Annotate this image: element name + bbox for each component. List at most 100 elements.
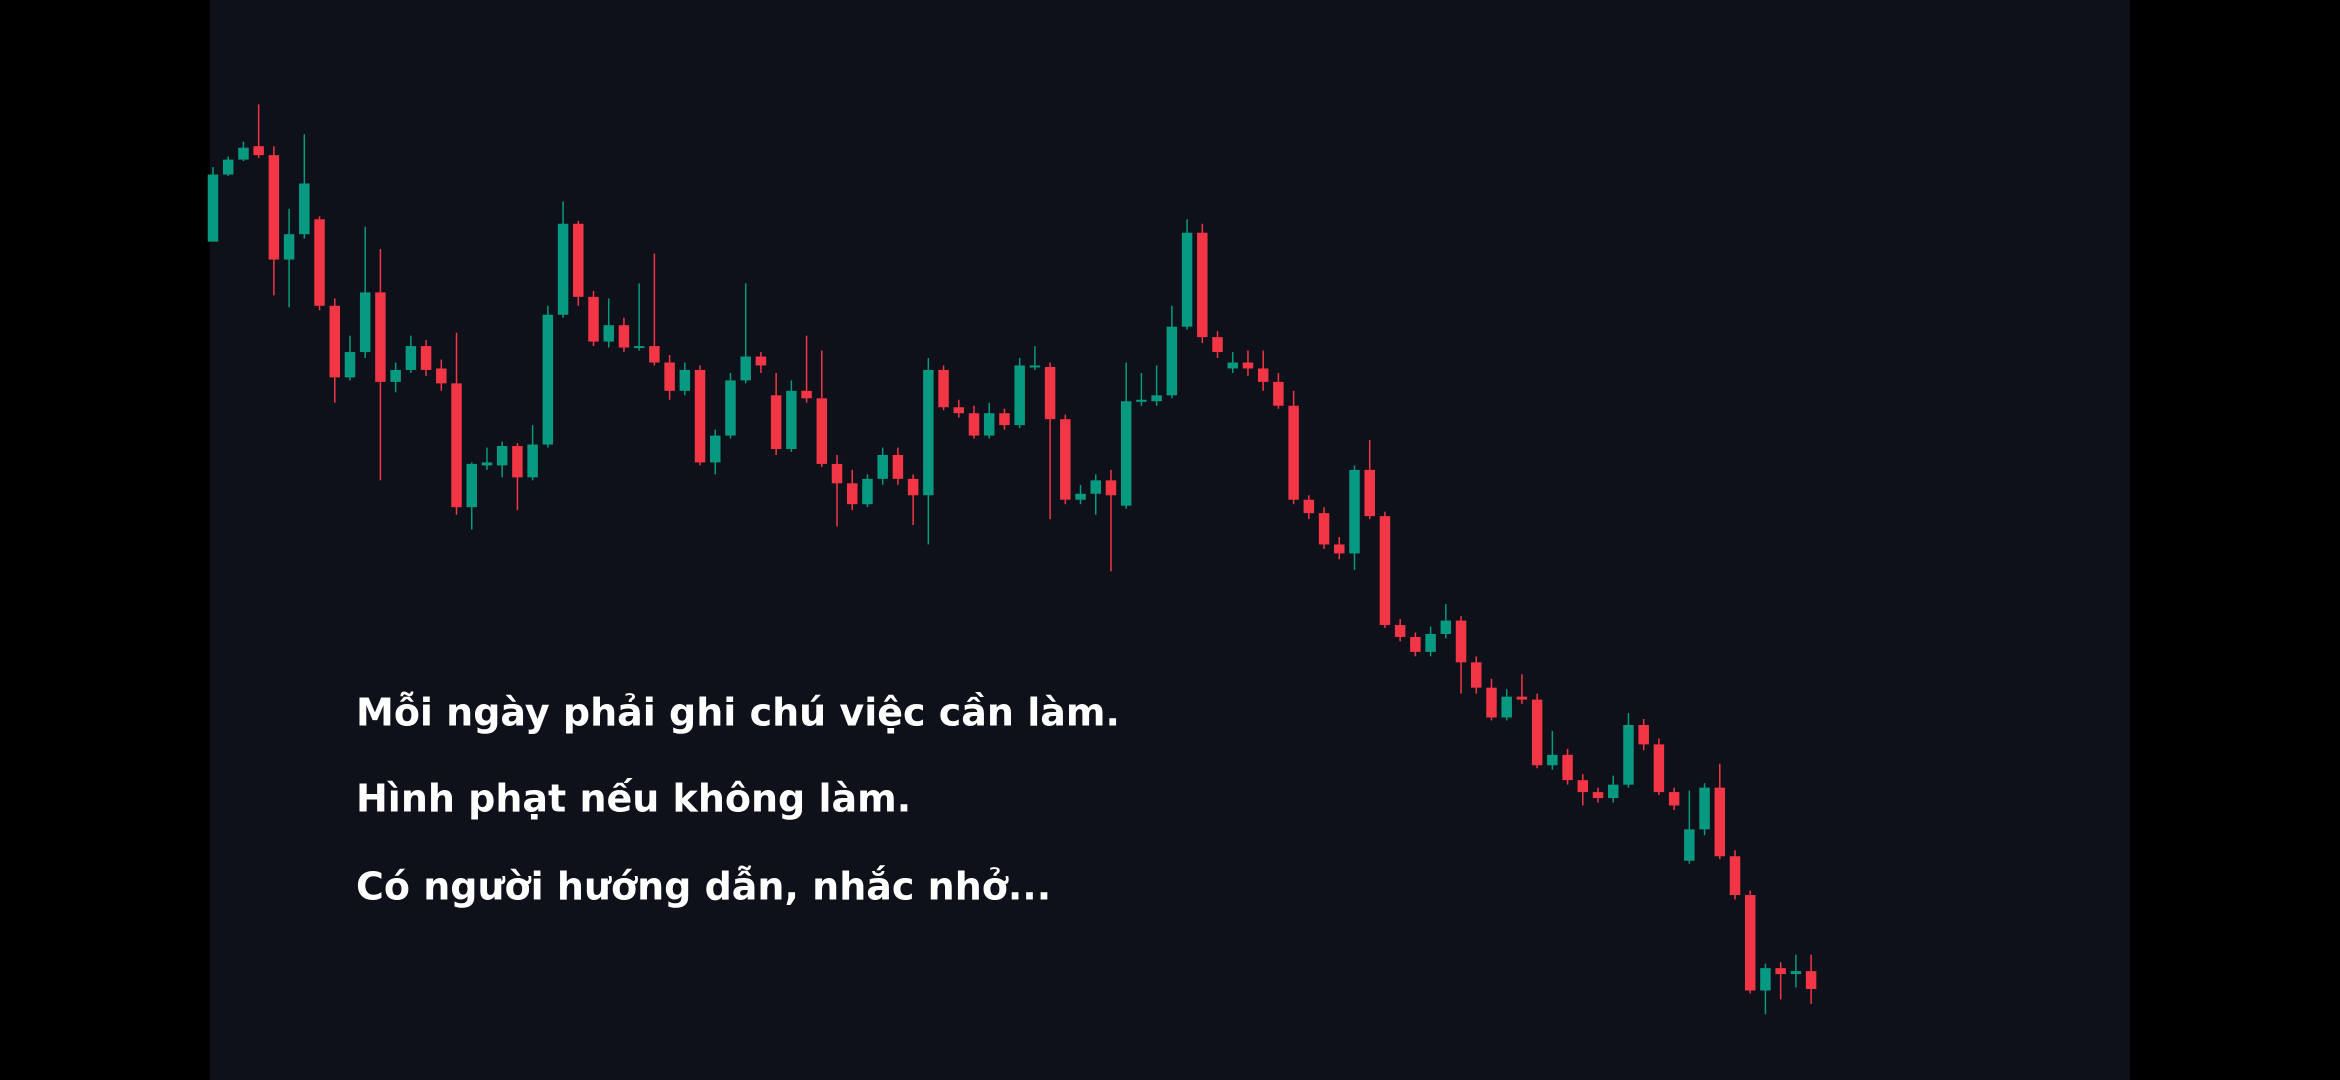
candle-body — [1653, 744, 1665, 793]
candle-body — [1227, 362, 1238, 369]
candle-body — [1425, 633, 1436, 652]
candle-body — [1562, 754, 1573, 781]
candle-body — [557, 223, 569, 315]
candle-body — [1120, 401, 1132, 506]
annotation: Mỗi ngày phải ghi chú việc cần làm. — [356, 691, 1120, 735]
candle-body — [664, 362, 675, 391]
candle-body — [207, 174, 219, 242]
candle-body — [831, 463, 843, 484]
candle-body — [542, 314, 554, 445]
candle-body — [1547, 754, 1558, 766]
candle-body — [1607, 784, 1619, 799]
candle-body — [1440, 620, 1452, 634]
candle-body — [1029, 365, 1041, 368]
candle-body — [1257, 368, 1269, 382]
candle-body — [344, 352, 356, 378]
candle-body — [755, 356, 767, 366]
annotation: Hình phạt nếu không làm. — [356, 777, 911, 821]
candle-body — [1060, 419, 1071, 500]
candle-body — [329, 305, 341, 378]
candle-body — [923, 369, 934, 496]
candle-body — [907, 478, 919, 496]
candle-body — [268, 155, 280, 260]
candle-body — [527, 444, 538, 478]
candle-body — [253, 146, 264, 156]
candle-body — [618, 325, 630, 348]
candle-body — [1638, 724, 1649, 745]
candle-body — [451, 383, 462, 508]
candle-body — [1318, 513, 1330, 545]
candle-body — [1014, 365, 1025, 426]
candle-body — [299, 183, 310, 235]
candle-body — [1516, 696, 1528, 700]
candle-body — [466, 463, 477, 508]
candle-body — [999, 413, 1010, 426]
candle-body — [1090, 480, 1102, 494]
candle-body — [877, 454, 888, 479]
candle-body — [1699, 787, 1710, 830]
annotation: Có người hướng dẫn, nhắc nhở... — [356, 865, 1051, 909]
candle-body — [953, 407, 965, 414]
candle-body — [710, 435, 721, 463]
candle-body — [1790, 971, 1802, 975]
candle-body — [1303, 499, 1315, 514]
candle-body — [786, 390, 797, 450]
candle-body — [801, 390, 812, 399]
candle-body — [649, 346, 660, 363]
candle-body — [862, 478, 873, 505]
candle-body — [481, 462, 493, 466]
candle-body — [892, 454, 904, 479]
candle-body — [390, 369, 401, 382]
candle-body — [1729, 856, 1741, 896]
candle-body — [496, 446, 508, 466]
candle-body — [1684, 829, 1695, 861]
candle-body — [1105, 480, 1117, 496]
candle-body — [1486, 687, 1497, 718]
candle-body — [420, 346, 432, 370]
candle-body — [1760, 968, 1771, 991]
candle-body — [512, 446, 523, 478]
candle-body — [1349, 469, 1360, 554]
candle-body — [359, 292, 371, 353]
chart-panel — [210, 0, 2130, 1080]
candle-body — [1151, 395, 1162, 402]
candle-body — [968, 413, 980, 436]
candle-body — [1714, 787, 1726, 857]
candle-body — [1668, 792, 1680, 806]
candle-body — [740, 356, 751, 381]
candle-body — [1592, 792, 1604, 799]
candle-body — [1394, 625, 1406, 637]
candle-body — [375, 292, 386, 382]
candle-body — [1410, 636, 1421, 652]
candle-body — [983, 413, 995, 436]
candle-body — [1471, 662, 1482, 688]
candle-body — [1531, 699, 1543, 766]
candle-body — [1744, 895, 1756, 991]
candle-body — [573, 223, 584, 297]
candle-body — [633, 346, 645, 349]
candle-body — [405, 346, 417, 370]
candle-body — [1775, 968, 1786, 975]
candle-body — [314, 219, 325, 306]
candle-body — [1273, 381, 1284, 406]
candle-body — [1288, 405, 1299, 500]
candle-body — [436, 368, 447, 384]
candles — [207, 104, 1817, 1015]
candle-body — [1364, 469, 1375, 517]
candle-body — [1379, 516, 1391, 626]
candle-body — [846, 483, 858, 505]
candle-body — [1197, 232, 1208, 338]
candle-body — [938, 369, 949, 408]
candle-body — [679, 369, 691, 391]
candle-body — [1166, 326, 1178, 396]
candle-body — [1212, 337, 1223, 353]
candle-body — [1805, 971, 1817, 990]
candle-body — [725, 380, 736, 436]
candle-body — [283, 234, 295, 260]
candle-body — [603, 325, 614, 342]
candle-body — [1044, 366, 1056, 420]
candle-body — [1501, 696, 1512, 718]
candle-body — [1181, 232, 1193, 327]
